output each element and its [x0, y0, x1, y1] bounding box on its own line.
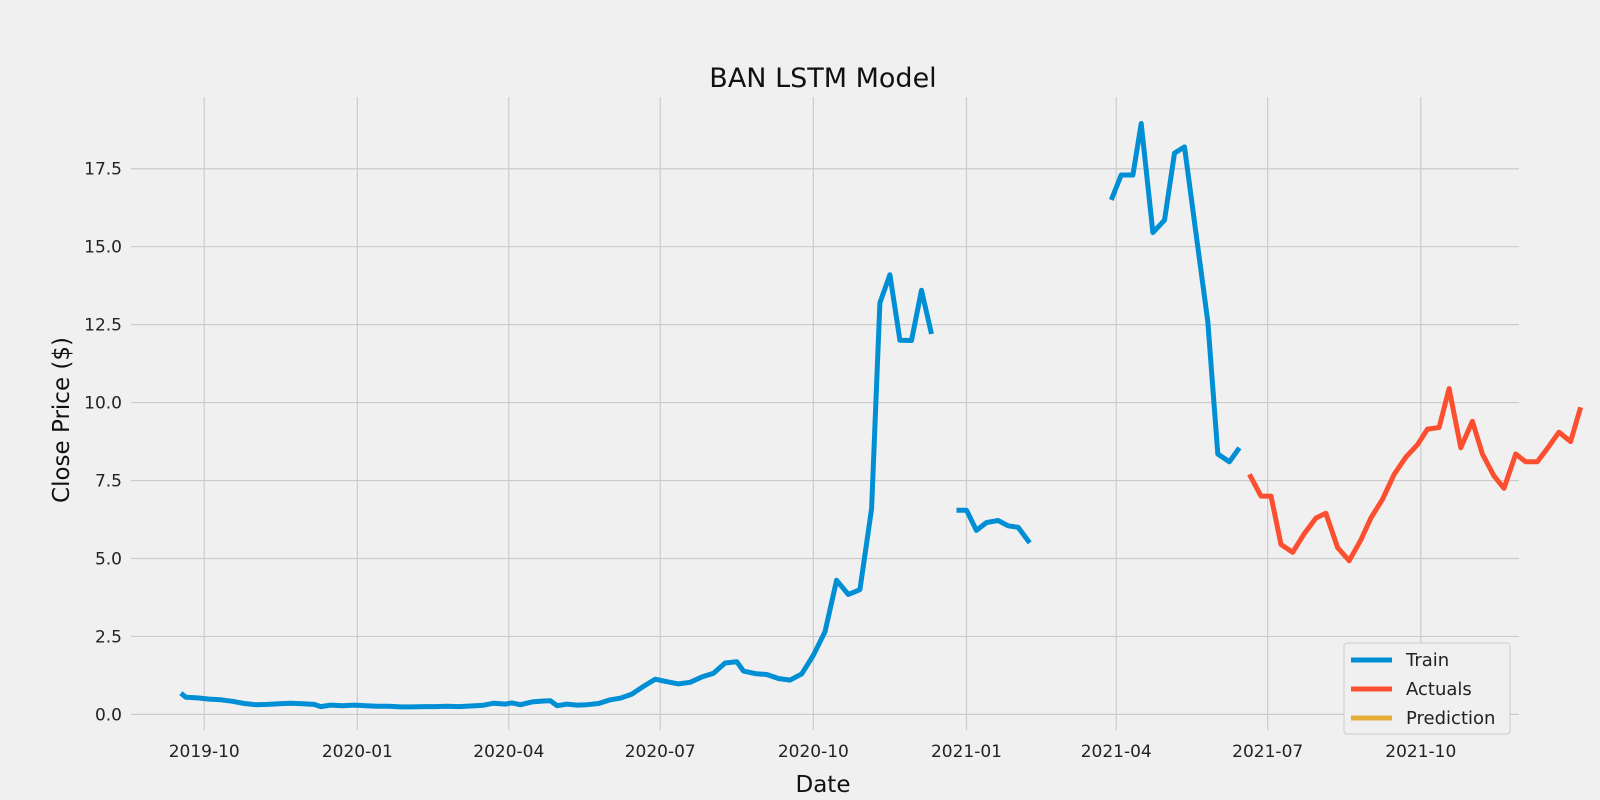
legend-label-actuals: Actuals	[1406, 679, 1472, 700]
series-line-train	[956, 507, 1032, 545]
y-tick-label: 15.0	[84, 238, 122, 258]
x-tick-label: 2021-07	[1232, 742, 1303, 762]
y-tick-label: 17.5	[84, 160, 122, 180]
series-line-actuals	[1247, 386, 1584, 564]
x-tick-labels: 2019-10 2020-01 2020-04 2020-07 2020-10 2021-…	[169, 742, 1457, 762]
legend-label-train: Train	[1405, 650, 1449, 671]
x-tick-label: 2021-01	[931, 742, 1002, 762]
y-tick-label: 7.5	[95, 472, 122, 492]
y-tick-label: 5.0	[95, 549, 122, 569]
x-axis-label: Date	[796, 772, 851, 798]
series-lines	[179, 121, 1584, 710]
y-tick-label: 10.0	[84, 394, 122, 414]
y-tick-label: 0.0	[95, 705, 122, 725]
legend-label-prediction: Prediction	[1406, 708, 1495, 729]
x-tick-label: 2020-04	[473, 742, 544, 762]
series-line-train	[1108, 121, 1242, 465]
legend: Train Actuals Prediction	[1343, 642, 1511, 735]
x-tick-label: 2020-10	[778, 742, 849, 762]
y-tick-label: 12.5	[84, 316, 122, 336]
x-tick-label: 2021-10	[1385, 742, 1456, 762]
x-tick-label: 2019-10	[169, 742, 240, 762]
y-axis-label: Close Price ($)	[49, 337, 75, 503]
y-tick-labels: 0.0 2.5 5.0 7.5 10.0 12.5 15.0 17.5	[84, 160, 122, 726]
legend-entries: Train Actuals Prediction	[1351, 650, 1495, 729]
legend-box	[1343, 642, 1511, 735]
x-tick-label: 2020-07	[625, 742, 696, 762]
chart-title: BAN LSTM Model	[709, 63, 936, 94]
series-line-train	[179, 272, 934, 710]
y-tick-label: 2.5	[95, 627, 122, 647]
x-tick-label: 2021-04	[1081, 742, 1152, 762]
x-tick-label: 2020-01	[322, 742, 393, 762]
